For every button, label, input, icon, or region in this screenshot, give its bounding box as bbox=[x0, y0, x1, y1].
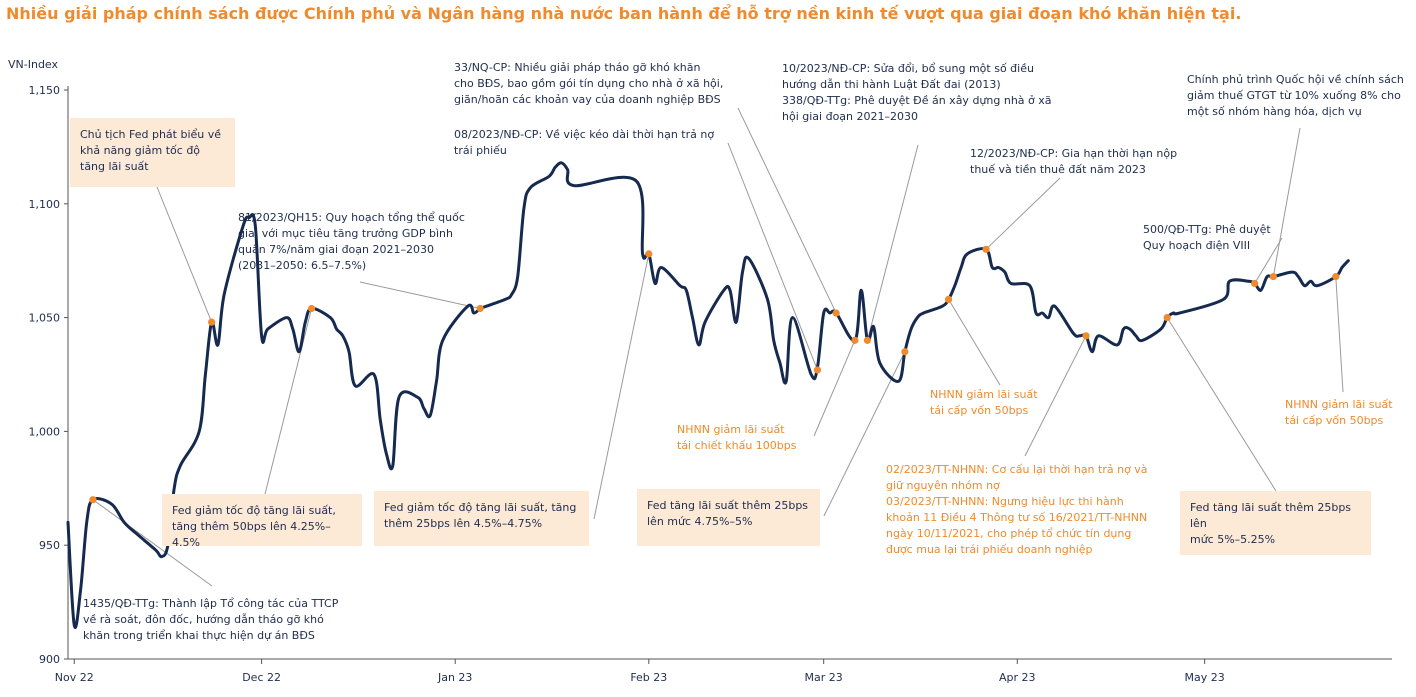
x-tick-label: Nov 22 bbox=[55, 671, 94, 684]
leader-sbv-discount bbox=[813, 340, 856, 437]
leader-sbv-refi-mar bbox=[948, 299, 1001, 386]
y-tick-label: 1,150 bbox=[29, 84, 61, 97]
y-axis-label: VN-Index bbox=[8, 58, 58, 71]
event-marker-sbv-discount bbox=[851, 336, 859, 344]
annotation-decree-08: 08/2023/NĐ-CP: Về việc kéo dài thời hạn … bbox=[454, 128, 715, 157]
chart-title: Nhiều giải pháp chính sách được Chính ph… bbox=[6, 4, 1242, 23]
event-marker-decree-12 bbox=[982, 245, 990, 253]
event-marker-fed-speech bbox=[208, 318, 216, 326]
leader-fed-dec bbox=[264, 308, 313, 495]
annotation-sbv-refi-may: NHNN giảm lãi suất tái cấp vốn 50bps bbox=[1285, 398, 1393, 427]
leader-decree-10 bbox=[866, 144, 919, 341]
leader-circular-02 bbox=[1024, 335, 1087, 457]
x-tick-label: Dec 22 bbox=[242, 671, 281, 684]
leader-decree-08 bbox=[727, 142, 818, 371]
y-tick-label: 900 bbox=[39, 653, 60, 666]
leader-resolution-33 bbox=[737, 107, 837, 314]
annotation-decree-10: 10/2023/NĐ-CP: Sửa đổi, bổ sung một số đ… bbox=[782, 62, 1052, 123]
x-tick-label: Mar 23 bbox=[805, 671, 843, 684]
event-marker-fed-feb bbox=[645, 250, 653, 258]
leader-fed-speech bbox=[156, 186, 213, 323]
event-marker-decree-08 bbox=[813, 366, 822, 374]
annotation-fed-feb: Fed giảm tốc độ tăng lãi suất, tăng thêm… bbox=[374, 491, 589, 546]
annotation-sbv-refi-mar: NHNN giảm lãi suất tái cấp vốn 50bps bbox=[930, 388, 1038, 417]
leader-fed-feb bbox=[593, 253, 650, 520]
event-marker-resolution-33 bbox=[832, 309, 840, 317]
annotation-vat-cut: Chính phủ trình Quốc hội về chính sách g… bbox=[1187, 73, 1404, 118]
leader-fed-may bbox=[1166, 317, 1277, 492]
leader-vat-cut bbox=[1272, 127, 1301, 277]
y-tick-label: 1,050 bbox=[29, 312, 61, 325]
event-marker-sbv-refi-may bbox=[1332, 273, 1340, 281]
annotation-circular-02: 02/2023/TT-NHNN: Cơ cấu lại thời hạn trả… bbox=[886, 463, 1148, 556]
annotation-fed-speech: Chủ tịch Fed phát biểu về khả năng giảm … bbox=[70, 118, 235, 187]
vn-index-line bbox=[66, 161, 1350, 629]
event-marker-circular-02 bbox=[1082, 332, 1090, 340]
event-marker-decision-1435 bbox=[89, 496, 97, 504]
event-marker-fed-mar bbox=[901, 348, 909, 356]
leader-pdp8 bbox=[1254, 237, 1283, 284]
leader-resolution-81 bbox=[359, 281, 481, 309]
event-marker-resolution-81 bbox=[476, 304, 484, 313]
event-marker-sbv-refi-mar bbox=[944, 295, 953, 303]
annotation-fed-may: Fed tăng lãi suất thêm 25bps lên mức 5%–… bbox=[1180, 491, 1371, 555]
annotation-fed-mar: Fed tăng lãi suất thêm 25bps lên mức 4.7… bbox=[637, 489, 820, 546]
event-marker-pdp8 bbox=[1251, 279, 1259, 288]
event-markers bbox=[89, 245, 1340, 504]
annotation-decree-12: 12/2023/NĐ-CP: Gia hạn thời hạn nộp thuế… bbox=[970, 147, 1178, 176]
annotation-sbv-discount: NHNN giảm lãi suất tái chiết khấu 100bps bbox=[677, 423, 797, 452]
y-tick-label: 1,100 bbox=[29, 198, 61, 211]
x-tick-label: May 23 bbox=[1185, 671, 1225, 684]
event-marker-decree-10 bbox=[863, 336, 871, 344]
series-layer bbox=[66, 161, 1350, 629]
x-tick-label: Apr 23 bbox=[999, 671, 1036, 684]
annotation-resolution-33: 33/NQ-CP: Nhiều giải pháp tháo gỡ khó kh… bbox=[454, 61, 724, 106]
x-tick-label: Jan 23 bbox=[437, 671, 472, 684]
y-tick-label: 1,000 bbox=[29, 425, 61, 438]
annotation-decision-1435: 1435/QĐ-TTg: Thành lập Tổ công tác của T… bbox=[83, 597, 339, 642]
x-tick-label: Feb 23 bbox=[630, 671, 667, 684]
event-marker-fed-may bbox=[1163, 314, 1171, 322]
annotation-fed-dec: Fed giảm tốc độ tăng lãi suất, tăng thêm… bbox=[162, 494, 362, 549]
annotation-leaders bbox=[92, 107, 1344, 587]
axes: VN-Index 900 950 1,000 1,050 1,100 1,150 Nov 22… bbox=[8, 58, 1392, 684]
leader-decree-12 bbox=[985, 177, 1061, 250]
y-tick-label: 950 bbox=[39, 539, 60, 552]
annotation-resolution-81: 81/2023/QH15: Quy hoạch tổng thể quốc gi… bbox=[238, 211, 465, 272]
event-marker-fed-dec bbox=[307, 304, 316, 313]
leader-sbv-refi-may bbox=[1335, 276, 1344, 393]
annotation-pdp8: 500/QĐ-TTg: Phê duyệt Quy hoạch điện VII… bbox=[1143, 223, 1271, 252]
leader-decision-1435 bbox=[92, 499, 213, 587]
event-marker-vat-cut bbox=[1269, 273, 1277, 281]
